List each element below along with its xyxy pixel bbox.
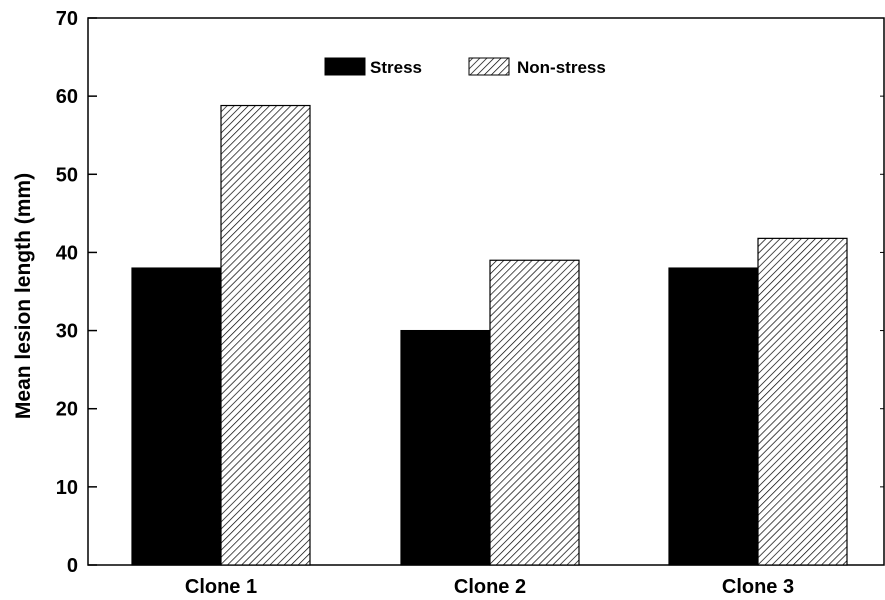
legend-swatch-0 [324, 57, 366, 76]
legend: Stress Non-stress [324, 57, 606, 77]
y-tick-label-6: 60 [56, 86, 78, 108]
legend-label-0: Stress [370, 58, 422, 77]
bar-non-stress-clone-3 [757, 237, 848, 566]
y-tick-label-3: 30 [56, 321, 78, 343]
x-tick-label-1: Clone 2 [454, 576, 526, 598]
y-tick-label-1: 10 [56, 477, 78, 499]
y-tick-label-5: 50 [56, 164, 78, 186]
y-tick-label-7: 70 [56, 8, 78, 30]
bar-stress-clone-2 [400, 329, 491, 566]
legend-swatch-1 [468, 57, 510, 76]
plot-area: 0 10 20 30 40 50 60 70 Clone 1 Clone 2 Clone 3 [56, 8, 885, 598]
y-tick-label-2: 20 [56, 399, 78, 421]
legend-label-1: Non-stress [517, 58, 606, 77]
y-axis-title: Mean lesion length (mm) [12, 173, 35, 419]
bar-stress-clone-1 [131, 267, 222, 566]
x-tick-label-2: Clone 3 [722, 576, 794, 598]
bar-non-stress-clone-2 [489, 259, 580, 566]
bar-stress-clone-3 [668, 267, 759, 566]
y-tick-label-0: 0 [67, 555, 78, 577]
y-tick-label-4: 40 [56, 242, 78, 264]
bar-non-stress-clone-1 [220, 104, 311, 566]
x-tick-label-0: Clone 1 [185, 576, 257, 598]
